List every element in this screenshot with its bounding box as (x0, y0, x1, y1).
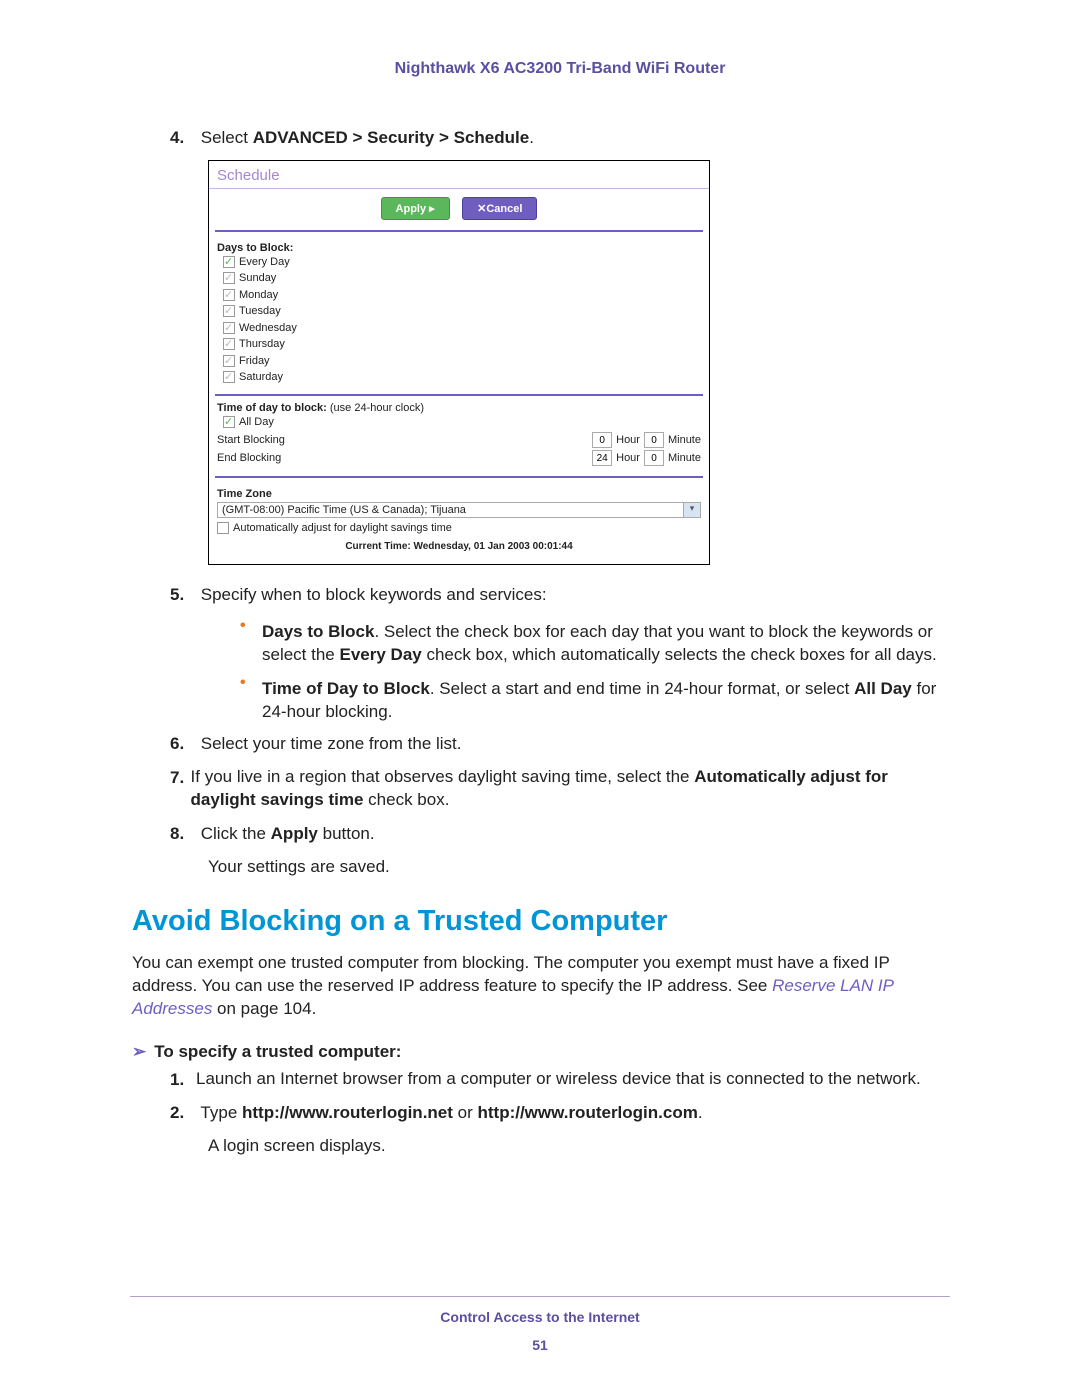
time-zone-label: Time Zone (217, 488, 701, 500)
proc-2-result: A login screen displays. (208, 1135, 950, 1158)
end-minute-input[interactable] (644, 450, 664, 466)
bullet2-bold2: All Day (854, 679, 912, 698)
bullet2-rest: . Select a start and end time in 24-hour… (430, 679, 854, 698)
chevron-icon: ➢ (132, 1042, 146, 1061)
proc-1-number: 1. (170, 1068, 196, 1092)
bullet-time-of-day: • Time of Day to Block. Select a start a… (240, 674, 950, 728)
proc-2-number: 2. (170, 1101, 196, 1125)
hour-label-2: Hour (616, 452, 640, 464)
proc-2-mid: or (453, 1103, 478, 1122)
footer-divider (130, 1296, 950, 1297)
chevron-down-icon: ▾ (683, 503, 700, 517)
checkbox-dst[interactable] (217, 522, 229, 534)
checkbox-thursday[interactable] (223, 338, 235, 350)
day-friday: Friday (239, 355, 270, 367)
day-sunday: Sunday (239, 272, 276, 284)
page-number: 51 (130, 1337, 950, 1353)
proc-2-url2: http://www.routerlogin.com (477, 1103, 697, 1122)
proc-step-2: 2. Type http://www.routerlogin.net or ht… (170, 1101, 950, 1125)
time-zone-value: (GMT-08:00) Pacific Time (US & Canada); … (218, 503, 683, 517)
day-every-day: Every Day (239, 256, 290, 268)
step-7: 7. If you live in a region that observes… (170, 766, 950, 812)
step-4-text-suf: . (529, 128, 534, 147)
start-blocking-label: Start Blocking (217, 434, 337, 446)
section-para-suf: on page 104. (212, 999, 316, 1018)
minute-label-1: Minute (668, 434, 701, 446)
bullet1-bold: Days to Block (262, 622, 374, 641)
checkbox-friday[interactable] (223, 355, 235, 367)
step-8-number: 8. (170, 822, 196, 846)
step-5: 5. Specify when to block keywords and se… (170, 583, 950, 607)
start-minute-input[interactable] (644, 432, 664, 448)
step-5-number: 5. (170, 583, 196, 607)
bullet-dot-icon: • (240, 617, 262, 671)
current-time: Current Time: Wednesday, 01 Jan 2003 00:… (217, 537, 701, 558)
checkbox-sunday[interactable] (223, 272, 235, 284)
cancel-button[interactable]: ✕Cancel (462, 197, 537, 220)
bullet-days-to-block: • Days to Block. Select the check box fo… (240, 617, 950, 671)
dst-label: Automatically adjust for daylight saving… (233, 522, 452, 534)
step-4-number: 4. (170, 126, 196, 150)
step-4-text-pre: Select (201, 128, 253, 147)
procedure-title: ➢ To specify a trusted computer: (132, 1041, 950, 1064)
step-8-suf: button. (318, 824, 375, 843)
step-4: 4. Select ADVANCED > Security > Schedule… (170, 126, 950, 150)
section-heading: Avoid Blocking on a Trusted Computer (132, 905, 950, 938)
procedure-title-text: To specify a trusted computer: (154, 1042, 401, 1061)
step-8: 8. Click the Apply button. (170, 822, 950, 846)
bullet1-rest2: check box, which automatically selects t… (422, 645, 937, 664)
apply-button[interactable]: Apply ▸ (381, 197, 450, 220)
step-8-result: Your settings are saved. (208, 856, 950, 879)
proc-step-1: 1. Launch an Internet browser from a com… (170, 1068, 950, 1092)
end-blocking-label: End Blocking (217, 452, 337, 464)
shot-title: Schedule (209, 161, 709, 188)
proc-2-pre: Type (200, 1103, 242, 1122)
step-7-number: 7. (170, 766, 191, 812)
footer-section-name: Control Access to the Internet (130, 1309, 950, 1325)
step-5-text: Specify when to block keywords and servi… (201, 585, 547, 604)
checkbox-saturday[interactable] (223, 371, 235, 383)
step-8-bold: Apply (271, 824, 318, 843)
start-hour-input[interactable] (592, 432, 612, 448)
day-monday: Monday (239, 289, 278, 301)
checkbox-monday[interactable] (223, 289, 235, 301)
days-to-block-label: Days to Block: (217, 242, 701, 254)
checkbox-tuesday[interactable] (223, 305, 235, 317)
section-paragraph: You can exempt one trusted computer from… (132, 952, 950, 1021)
step-4-bold: ADVANCED > Security > Schedule (253, 128, 530, 147)
step-6-text: Select your time zone from the list. (201, 734, 462, 753)
proc-2-suf: . (698, 1103, 703, 1122)
bullet2-bold: Time of Day to Block (262, 679, 430, 698)
end-hour-input[interactable] (592, 450, 612, 466)
minute-label-2: Minute (668, 452, 701, 464)
step-8-pre: Click the (201, 824, 271, 843)
day-saturday: Saturday (239, 371, 283, 383)
hour-label-1: Hour (616, 434, 640, 446)
day-tuesday: Tuesday (239, 305, 281, 317)
time-zone-select[interactable]: (GMT-08:00) Pacific Time (US & Canada); … (217, 502, 701, 518)
day-wednesday: Wednesday (239, 322, 297, 334)
proc-2-url1: http://www.routerlogin.net (242, 1103, 453, 1122)
checkbox-wednesday[interactable] (223, 322, 235, 334)
all-day-label: All Day (239, 416, 274, 428)
page-header: Nighthawk X6 AC3200 Tri-Band WiFi Router (170, 60, 950, 78)
time-of-day-label: Time of day to block: (217, 402, 327, 414)
step-6-number: 6. (170, 732, 196, 756)
time-of-day-note: (use 24-hour clock) (330, 402, 424, 414)
schedule-screenshot: Schedule Apply ▸ ✕Cancel Days to Block: … (208, 160, 710, 565)
step-7-suf: check box. (363, 790, 449, 809)
checkbox-all-day[interactable] (223, 416, 235, 428)
bullet-dot-icon: • (240, 674, 262, 728)
step-7-pre: If you live in a region that observes da… (191, 767, 695, 786)
proc-1-text: Launch an Internet browser from a comput… (196, 1068, 921, 1092)
day-thursday: Thursday (239, 338, 285, 350)
step-6: 6. Select your time zone from the list. (170, 732, 950, 756)
checkbox-every-day[interactable] (223, 256, 235, 268)
bullet1-bold2: Every Day (340, 645, 422, 664)
